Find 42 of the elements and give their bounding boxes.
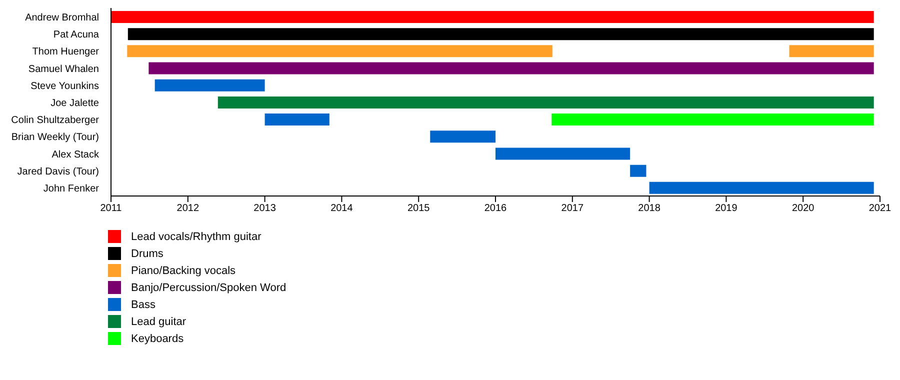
y-tick-label: Alex Stack [52,149,100,160]
x-tick-label: 2019 [715,203,738,214]
legend-label: Keyboards [131,332,184,344]
legend-label: Lead guitar [131,316,186,328]
bar [148,62,874,74]
x-tick-label: 2014 [330,203,354,214]
legend-label: Piano/Backing vocals [131,264,236,276]
y-tick-label: Pat Acuna [53,30,100,41]
bar [649,182,874,194]
bar [264,114,330,126]
bar [789,45,874,58]
y-tick-label: Joe Jalette [50,98,100,109]
x-tick-label: 2016 [484,203,508,214]
y-tick-label: Samuel Whalen [28,64,99,75]
x-tick-label: 2015 [407,203,430,214]
bar [127,45,552,58]
y-tick-label: Brian Weekly (Tour) [11,132,99,144]
legend-label: Bass [131,298,156,310]
y-tick-label: John Fenker [43,183,100,194]
x-tick-label: 2021 [868,203,892,214]
y-tick-label: Steve Younkins [30,80,99,92]
bar [154,79,265,92]
bar [630,164,646,177]
bar [111,11,874,23]
x-tick-label: 2017 [561,203,584,214]
bar [218,96,874,108]
legend-label: Drums [131,248,164,260]
x-tick-label: 2018 [638,203,661,214]
x-tick-label: 2020 [792,203,815,214]
y-tick-label: Thom Huenger [32,46,100,58]
bar [496,148,630,160]
x-tick-label: 2011 [100,203,122,214]
y-tick-label: Andrew Bromhal [25,12,99,24]
bar [430,130,496,143]
y-tick-label: Jared Davis (Tour) [17,166,99,178]
legend-label: Banjo/Percussion/Spoken Word [131,282,286,294]
legend-label: Lead vocals/Rhythm guitar [131,230,262,242]
bar [552,114,874,126]
x-tick-label: 2012 [176,203,200,214]
bar [128,28,874,40]
x-tick-label: 2013 [254,203,276,214]
y-tick-label: Colin Shultzaberger [11,115,100,126]
